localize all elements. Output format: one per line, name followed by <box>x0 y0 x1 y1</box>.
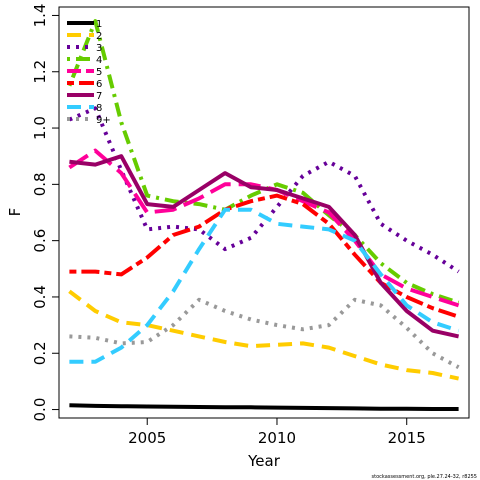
legend-label: 4 <box>96 55 102 66</box>
legend-label: 2 <box>96 31 102 42</box>
legend-label: 1 <box>96 19 102 30</box>
legend-label: 8 <box>96 103 102 114</box>
series-line-6 <box>69 193 460 319</box>
y-axis-title: F <box>6 208 24 217</box>
series-line-2 <box>68 289 460 381</box>
y-tick-label: 0.4 <box>31 285 49 309</box>
x-tick-label: 2005 <box>128 429 166 447</box>
y-tick-label: 1.0 <box>31 116 49 140</box>
y-tick-label: 0.0 <box>31 398 49 422</box>
legend-label: 9+ <box>96 115 111 126</box>
series-line-3 <box>68 106 460 274</box>
series-line-9plus <box>69 297 460 370</box>
credit-text: stockassessment.org, ple.27.24-32, r8255 <box>372 474 477 480</box>
y-tick-label: 0.2 <box>31 341 49 365</box>
x-axis-title: Year <box>247 452 281 470</box>
y-tick-label: 1.2 <box>31 60 49 84</box>
series-line-1 <box>69 403 459 411</box>
y-tick-label: 0.8 <box>31 172 49 196</box>
legend-label: 6 <box>96 79 102 90</box>
legend-label: 3 <box>96 43 102 54</box>
legend-label: 5 <box>96 67 102 78</box>
x-tick-label: 2010 <box>258 429 296 447</box>
series-line-7 <box>69 154 460 339</box>
x-tick-label: 2015 <box>388 429 426 447</box>
series-lines <box>67 19 460 411</box>
legend-label: 7 <box>96 91 102 102</box>
y-tick-label: 1.4 <box>31 4 49 28</box>
y-tick-label: 0.6 <box>31 229 49 253</box>
series-line-5 <box>68 148 460 308</box>
axes: 2005 2010 2015 0.0 0.2 0.4 0.6 0.8 1.0 1.2 1.4 <box>31 4 470 447</box>
plot-frame <box>58 6 470 419</box>
series-line-8 <box>69 207 460 364</box>
series-line-4 <box>67 19 460 305</box>
